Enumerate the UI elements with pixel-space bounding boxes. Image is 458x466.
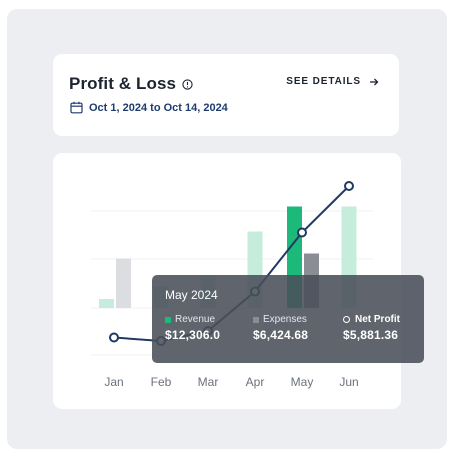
tooltip-net-profit: Net Profit $5,881.36 <box>343 314 400 342</box>
page-title: Profit & Loss <box>69 74 177 93</box>
x-tick-label-may: May <box>290 375 314 389</box>
tooltip-title: May 2024 <box>165 288 218 302</box>
net-profit-point-jun <box>344 181 354 191</box>
x-tick-label-mar: Mar <box>197 375 219 389</box>
title-row: Profit & Loss <box>69 74 193 94</box>
x-tick-label-apr: Apr <box>245 375 265 389</box>
calendar-icon <box>70 101 83 114</box>
net-profit-marker <box>343 316 350 323</box>
expenses-swatch <box>253 316 259 323</box>
tooltip-net-profit-value: $5,881.36 <box>343 328 399 342</box>
tooltip-revenue: Revenue $12,306.0 <box>165 314 220 342</box>
see-details-link[interactable]: SEE DETAILS <box>286 76 379 87</box>
date-range-text: Oct 1, 2024 to Oct 14, 2024 <box>89 101 228 114</box>
tooltip-expenses-value: $6,424.68 <box>253 328 309 342</box>
tooltip-expenses: Expenses $6,424.68 <box>253 314 308 342</box>
tooltip-revenue-value: $12,306.0 <box>165 328 221 342</box>
tooltip-revenue-label: Revenue <box>175 314 216 325</box>
x-tick-label-feb: Feb <box>150 375 172 389</box>
tooltip-net-profit-label: Net Profit <box>355 314 400 325</box>
chart-tooltip: May 2024 Revenue $12,306.0 Expenses $6,4… <box>152 275 424 363</box>
x-tick-label-jan: Jan <box>104 375 124 389</box>
info-circle-icon[interactable] <box>182 78 193 90</box>
header-card: Profit & Loss SEE DETAILS Oct 1, 2024 to… <box>53 54 399 136</box>
arrow-right-icon <box>369 77 379 87</box>
net-profit-point-may <box>297 227 307 238</box>
net-profit-point-jan <box>109 332 119 343</box>
tooltip-expenses-label: Expenses <box>263 314 307 325</box>
revenue-bar-jan <box>99 299 114 308</box>
x-tick-label-jun: Jun <box>339 375 359 389</box>
revenue-swatch <box>165 316 171 323</box>
expenses-bar-jan <box>116 258 131 308</box>
date-range-picker[interactable]: Oct 1, 2024 to Oct 14, 2024 <box>70 101 228 114</box>
see-details-label: SEE DETAILS <box>286 76 361 87</box>
